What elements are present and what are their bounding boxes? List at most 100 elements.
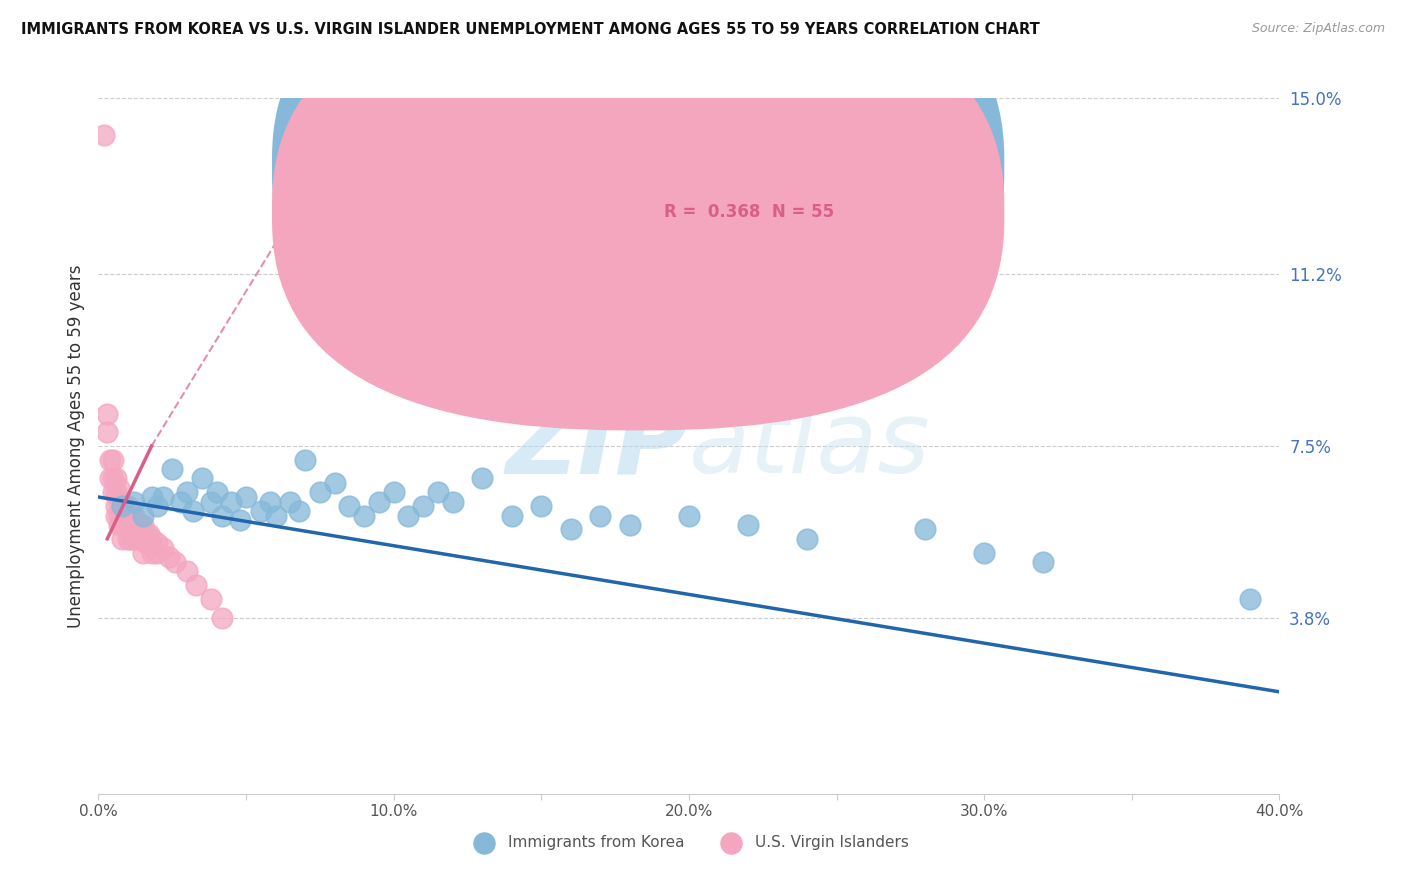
Point bbox=[128, 517, 150, 532]
Point bbox=[146, 546, 169, 560]
Point bbox=[120, 508, 142, 523]
Point bbox=[105, 471, 128, 485]
Point bbox=[259, 494, 281, 508]
Point bbox=[221, 494, 243, 508]
Point bbox=[176, 564, 198, 578]
Point bbox=[120, 532, 142, 546]
Point bbox=[170, 494, 193, 508]
Point bbox=[471, 471, 494, 485]
Point bbox=[737, 517, 759, 532]
Point bbox=[132, 532, 155, 546]
Point bbox=[114, 517, 136, 532]
Point bbox=[619, 517, 641, 532]
Point bbox=[117, 508, 139, 523]
Point bbox=[441, 494, 464, 508]
Text: R = -0.585  N = 46: R = -0.585 N = 46 bbox=[664, 158, 835, 176]
Point bbox=[111, 508, 134, 523]
Point bbox=[368, 494, 391, 508]
Point bbox=[111, 532, 134, 546]
Point bbox=[678, 508, 700, 523]
Point bbox=[211, 610, 233, 624]
Point bbox=[122, 494, 145, 508]
Point bbox=[211, 508, 233, 523]
Point bbox=[132, 517, 155, 532]
Point bbox=[117, 532, 139, 546]
Point bbox=[973, 546, 995, 560]
Point bbox=[162, 462, 183, 476]
Point bbox=[125, 527, 148, 541]
Point bbox=[96, 425, 118, 439]
Point bbox=[184, 578, 207, 592]
Point bbox=[229, 513, 252, 527]
Point bbox=[132, 508, 155, 523]
Point bbox=[353, 508, 375, 523]
FancyBboxPatch shape bbox=[271, 0, 1004, 385]
Point bbox=[191, 471, 214, 485]
Point bbox=[138, 527, 160, 541]
Point bbox=[132, 546, 155, 560]
Point bbox=[1239, 592, 1261, 607]
Point bbox=[135, 536, 157, 550]
Point bbox=[560, 523, 582, 537]
Point bbox=[200, 592, 222, 607]
Point bbox=[111, 500, 134, 514]
Point bbox=[412, 500, 434, 514]
Point bbox=[200, 494, 222, 508]
Point bbox=[141, 532, 163, 546]
Point bbox=[108, 508, 131, 523]
Point bbox=[796, 532, 818, 546]
Point bbox=[138, 536, 160, 550]
Point bbox=[120, 517, 142, 532]
Point bbox=[105, 485, 128, 500]
FancyBboxPatch shape bbox=[600, 126, 890, 241]
Point bbox=[111, 494, 134, 508]
Point bbox=[152, 490, 174, 504]
Point bbox=[103, 471, 125, 485]
Point bbox=[111, 517, 134, 532]
Text: Source: ZipAtlas.com: Source: ZipAtlas.com bbox=[1251, 22, 1385, 36]
Point bbox=[250, 504, 273, 518]
Point bbox=[108, 494, 131, 508]
Point bbox=[93, 128, 115, 143]
Point bbox=[398, 508, 420, 523]
Point bbox=[205, 485, 228, 500]
Point bbox=[589, 508, 612, 523]
Point bbox=[288, 504, 311, 518]
Point bbox=[1032, 555, 1054, 569]
Point bbox=[264, 508, 287, 523]
Point bbox=[382, 485, 405, 500]
Point bbox=[122, 532, 145, 546]
Point bbox=[157, 550, 180, 565]
Point bbox=[323, 476, 346, 491]
Point bbox=[98, 471, 121, 485]
Point bbox=[108, 481, 131, 495]
FancyBboxPatch shape bbox=[271, 0, 1004, 431]
Point bbox=[294, 453, 316, 467]
Point bbox=[125, 517, 148, 532]
Point bbox=[339, 500, 361, 514]
Point bbox=[117, 500, 139, 514]
Point bbox=[122, 517, 145, 532]
Point bbox=[427, 485, 450, 500]
Point bbox=[280, 494, 302, 508]
Point bbox=[146, 500, 169, 514]
Text: R =  0.368  N = 55: R = 0.368 N = 55 bbox=[664, 203, 834, 221]
Point bbox=[135, 527, 157, 541]
Point bbox=[114, 508, 136, 523]
Point bbox=[96, 407, 118, 421]
Point bbox=[98, 453, 121, 467]
Point bbox=[146, 536, 169, 550]
Text: IMMIGRANTS FROM KOREA VS U.S. VIRGIN ISLANDER UNEMPLOYMENT AMONG AGES 55 TO 59 Y: IMMIGRANTS FROM KOREA VS U.S. VIRGIN ISL… bbox=[21, 22, 1040, 37]
Legend: Immigrants from Korea, U.S. Virgin Islanders: Immigrants from Korea, U.S. Virgin Islan… bbox=[463, 829, 915, 855]
Point bbox=[105, 500, 128, 514]
Point bbox=[501, 508, 523, 523]
Point bbox=[128, 532, 150, 546]
Text: ZIP: ZIP bbox=[506, 398, 689, 494]
Text: atlas: atlas bbox=[689, 398, 931, 494]
Point bbox=[117, 517, 139, 532]
Point bbox=[309, 485, 332, 500]
Point bbox=[103, 485, 125, 500]
Y-axis label: Unemployment Among Ages 55 to 59 years: Unemployment Among Ages 55 to 59 years bbox=[66, 264, 84, 628]
Point bbox=[105, 508, 128, 523]
Point bbox=[103, 453, 125, 467]
